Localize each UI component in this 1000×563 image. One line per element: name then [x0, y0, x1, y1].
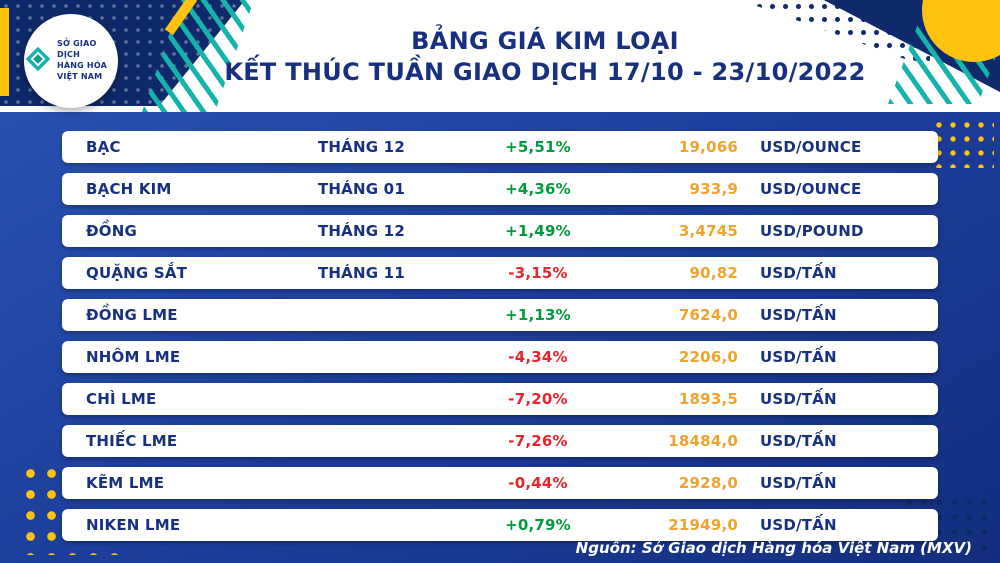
- top-left-yellow-bar: [0, 8, 9, 96]
- price-unit: USD/TẤN: [760, 348, 837, 366]
- change-percent: +1,49%: [505, 222, 571, 240]
- change-percent: +5,51%: [505, 138, 571, 156]
- change-percent: -7,20%: [508, 390, 568, 408]
- price-unit: USD/OUNCE: [760, 138, 862, 156]
- price-unit: USD/TẤN: [760, 516, 837, 534]
- commodity-name: KẼM LME: [86, 474, 165, 492]
- contract-month: THÁNG 11: [318, 264, 405, 282]
- price-value: 1893,5: [678, 390, 738, 408]
- table-row: ĐỒNG THÁNG 12 +1,49% 3,4745 USD/POUND: [62, 215, 938, 247]
- mxv-knot-icon: [24, 45, 52, 77]
- page-title: BẢNG GIÁ KIM LOẠI KẾT THÚC TUẦN GIAO DỊC…: [130, 26, 960, 88]
- price-unit: USD/TẤN: [760, 390, 837, 408]
- logo-text-line3: VIỆT NAM: [57, 71, 103, 81]
- contract-month: THÁNG 01: [318, 180, 405, 198]
- title-line2: KẾT THÚC TUẦN GIAO DỊCH 17/10 - 23/10/20…: [224, 58, 866, 86]
- table-row: NHÔM LME -4,34% 2206,0 USD/TẤN: [62, 341, 938, 373]
- change-percent: -4,34%: [508, 348, 568, 366]
- logo-text-line2: HÀNG HÓA: [57, 61, 108, 70]
- change-percent: +4,36%: [505, 180, 571, 198]
- commodity-name: NHÔM LME: [86, 348, 181, 366]
- price-unit: USD/TẤN: [760, 474, 837, 492]
- logo-text-line1: SỞ GIAO DỊCH: [57, 39, 97, 60]
- price-unit: USD/TẤN: [760, 432, 837, 450]
- price-value: 90,82: [689, 264, 738, 282]
- table-row: KẼM LME -0,44% 2928,0 USD/TẤN: [62, 467, 938, 499]
- price-value: 19,066: [678, 138, 738, 156]
- table-row: BẠCH KIM THÁNG 01 +4,36% 933,9 USD/OUNCE: [62, 173, 938, 205]
- mxv-logo-text: SỞ GIAO DỊCH HÀNG HÓA VIỆT NAM: [57, 39, 118, 82]
- table-row: BẠC THÁNG 12 +5,51% 19,066 USD/OUNCE: [62, 131, 938, 163]
- price-value: 2928,0: [678, 474, 738, 492]
- price-value: 933,9: [689, 180, 738, 198]
- contract-month: THÁNG 12: [318, 222, 405, 240]
- commodity-name: QUẶNG SẮT: [86, 264, 188, 282]
- commodity-name: ĐỒNG: [86, 222, 137, 240]
- price-unit: USD/TẤN: [760, 264, 837, 282]
- price-table: BẠC THÁNG 12 +5,51% 19,066 USD/OUNCE BẠC…: [62, 131, 938, 551]
- contract-month: THÁNG 12: [318, 138, 405, 156]
- source-credit: Nguồn: Sở Giao dịch Hàng hóa Việt Nam (M…: [575, 539, 972, 557]
- table-row: CHÌ LME -7,20% 1893,5 USD/TẤN: [62, 383, 938, 415]
- table-row: ĐỒNG LME +1,13% 7624,0 USD/TẤN: [62, 299, 938, 331]
- commodity-name: BẠC: [86, 138, 121, 156]
- price-unit: USD/OUNCE: [760, 180, 862, 198]
- change-percent: -3,15%: [508, 264, 568, 282]
- change-percent: +0,79%: [505, 516, 571, 534]
- commodity-name: NIKEN LME: [86, 516, 181, 534]
- table-row: THIẾC LME -7,26% 18484,0 USD/TẤN: [62, 425, 938, 457]
- change-percent: -0,44%: [508, 474, 568, 492]
- price-unit: USD/POUND: [760, 222, 864, 240]
- title-line1: BẢNG GIÁ KIM LOẠI: [411, 27, 679, 55]
- change-percent: -7,26%: [508, 432, 568, 450]
- price-value: 18484,0: [668, 432, 738, 450]
- price-value: 3,4745: [678, 222, 738, 240]
- price-unit: USD/TẤN: [760, 306, 837, 324]
- mxv-logo-badge: SỞ GIAO DỊCH HÀNG HÓA VIỆT NAM: [24, 14, 118, 108]
- price-value: 2206,0: [678, 348, 738, 366]
- commodity-name: THIẾC LME: [86, 432, 178, 450]
- table-row: QUẶNG SẮT THÁNG 11 -3,15% 90,82 USD/TẤN: [62, 257, 938, 289]
- change-percent: +1,13%: [505, 306, 571, 324]
- price-value: 21949,0: [668, 516, 738, 534]
- commodity-name: ĐỒNG LME: [86, 306, 178, 324]
- commodity-name: BẠCH KIM: [86, 180, 172, 198]
- table-row: NIKEN LME +0,79% 21949,0 USD/TẤN: [62, 509, 938, 541]
- price-value: 7624,0: [678, 306, 738, 324]
- commodity-name: CHÌ LME: [86, 390, 157, 408]
